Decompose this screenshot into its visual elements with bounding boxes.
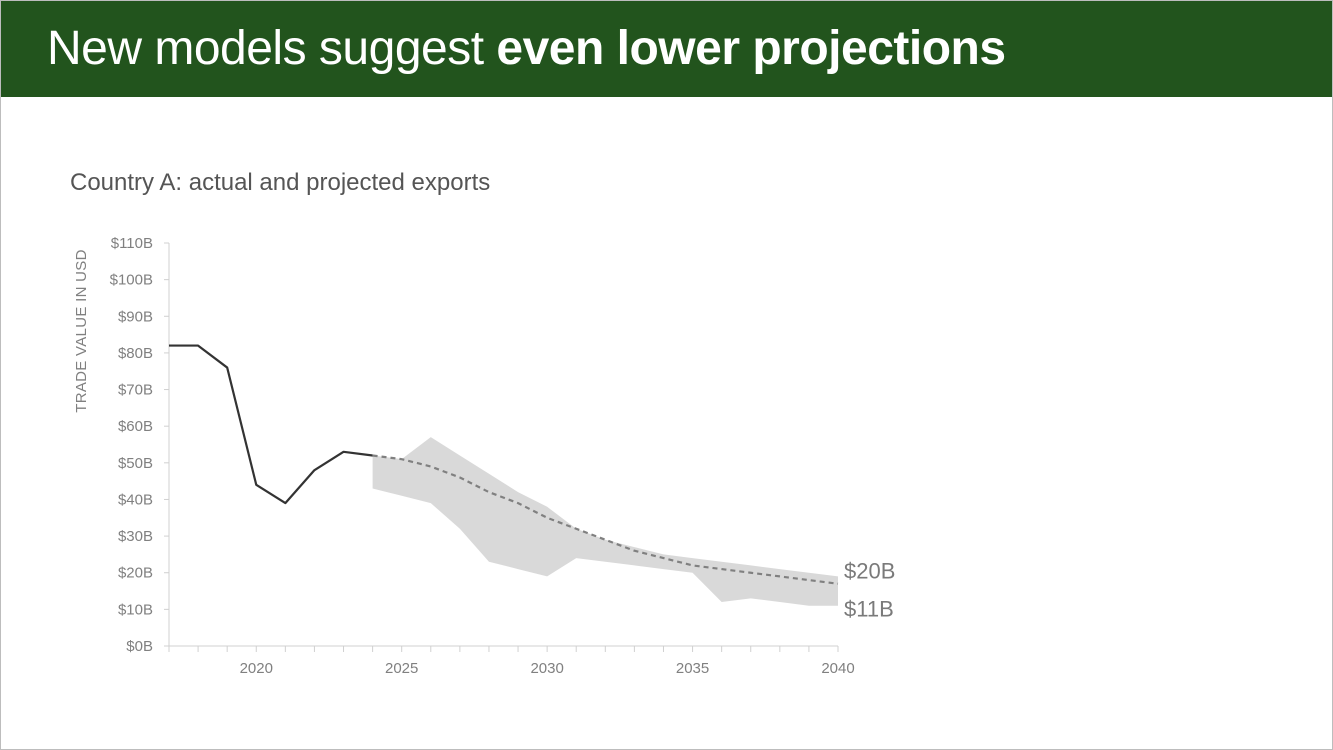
x-tick-label: 2030: [530, 660, 563, 677]
y-tick-label: $70B: [118, 382, 153, 399]
slide-title-plain: New models suggest: [47, 22, 497, 75]
y-tick-label: $80B: [118, 345, 153, 362]
x-tick-label: 2035: [676, 660, 709, 677]
y-tick-label: $100B: [110, 272, 153, 289]
series-layer: [168, 344, 839, 585]
series-line-projected: [372, 454, 839, 585]
y-tick-label: $50B: [118, 455, 153, 472]
y-tick-label: $20B: [118, 565, 153, 582]
y-tick-label: $10B: [118, 601, 153, 618]
series-line-actual: [169, 344, 373, 505]
x-tick-label: 2040: [821, 660, 854, 677]
end-value-label: $20B: [844, 559, 895, 584]
axis-layer: $0B $10B $20B $30B $40B $50B $60B $70B $80B $90B $…: [110, 235, 855, 677]
y-tick-label: $40B: [118, 491, 153, 508]
chart-title: Country A: actual and projected exports: [70, 169, 491, 196]
title-bar: New models suggest even lower projection…: [1, 1, 1332, 97]
end-value-label: $11B: [844, 597, 894, 622]
band-layer: [372, 437, 838, 606]
y-tick-label: $60B: [118, 418, 153, 435]
y-tick-label: $30B: [118, 528, 153, 545]
y-tick-label: $0B: [126, 638, 153, 655]
y-tick-label: $90B: [118, 308, 153, 325]
slide-title: New models suggest even lower projection…: [47, 19, 1006, 79]
label-layer: $20B $11B: [844, 559, 895, 622]
projection-range-band: [372, 437, 838, 606]
y-tick-label: $110B: [111, 235, 153, 252]
y-axis-title: TRADE VALUE IN USD: [73, 249, 90, 413]
x-tick-label: 2020: [240, 660, 273, 677]
slide-title-bold: even lower projections: [496, 22, 1006, 75]
x-tick-label: 2025: [385, 660, 418, 677]
